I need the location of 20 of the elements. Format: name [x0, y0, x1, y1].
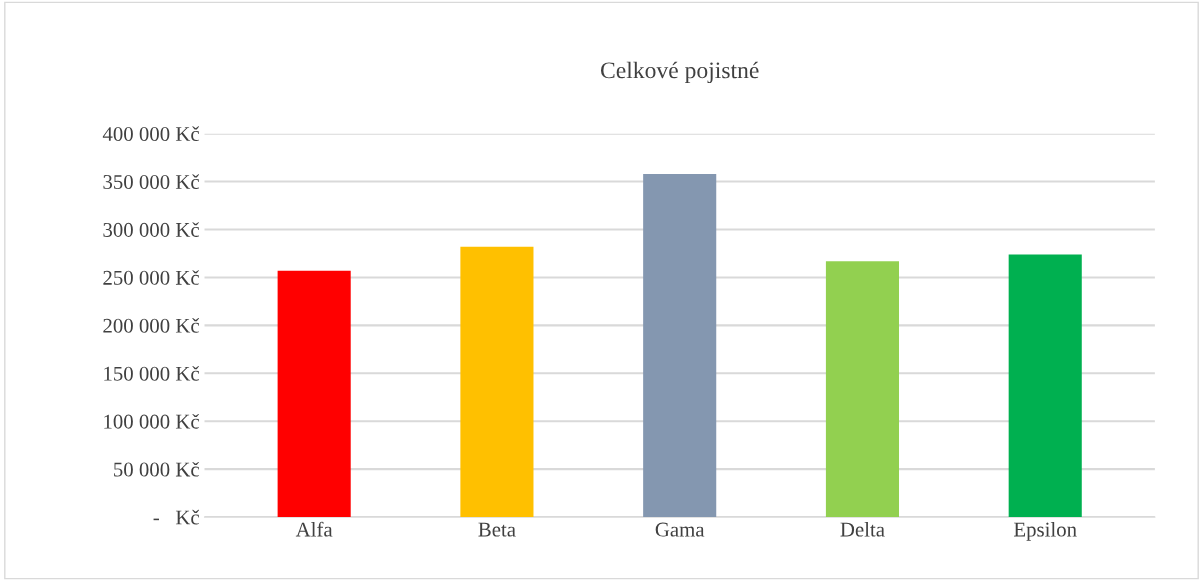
y-tick-label: - Kč [153, 509, 200, 525]
y-tick-label: 300 000 Kč [103, 222, 200, 237]
bar [825, 261, 900, 518]
x-tick-label: Alfa [295, 521, 333, 537]
bar [277, 270, 351, 518]
bar [643, 173, 717, 518]
y-tick-label: 400 000 Kč [102, 126, 200, 142]
y-tick-label: 50 000 Kč [114, 461, 200, 477]
chart-title: Celkové pojistné [600, 61, 759, 84]
x-tick-label: Gama [655, 522, 705, 537]
y-tick-label: 200 000 Kč [103, 318, 200, 333]
y-tick-label: 150 000 Kč [104, 366, 200, 381]
y-tick-label: 250 000 Kč [103, 270, 200, 285]
y-tick-label: 350 000 Kč [103, 174, 200, 189]
bar [1008, 254, 1082, 518]
x-tick-label: Delta [840, 521, 885, 537]
x-tick-label: Beta [478, 522, 516, 537]
bar [460, 246, 534, 518]
y-tick-label: 100 000 Kč [104, 413, 200, 429]
x-tick-label: Epsilon [1013, 521, 1077, 541]
